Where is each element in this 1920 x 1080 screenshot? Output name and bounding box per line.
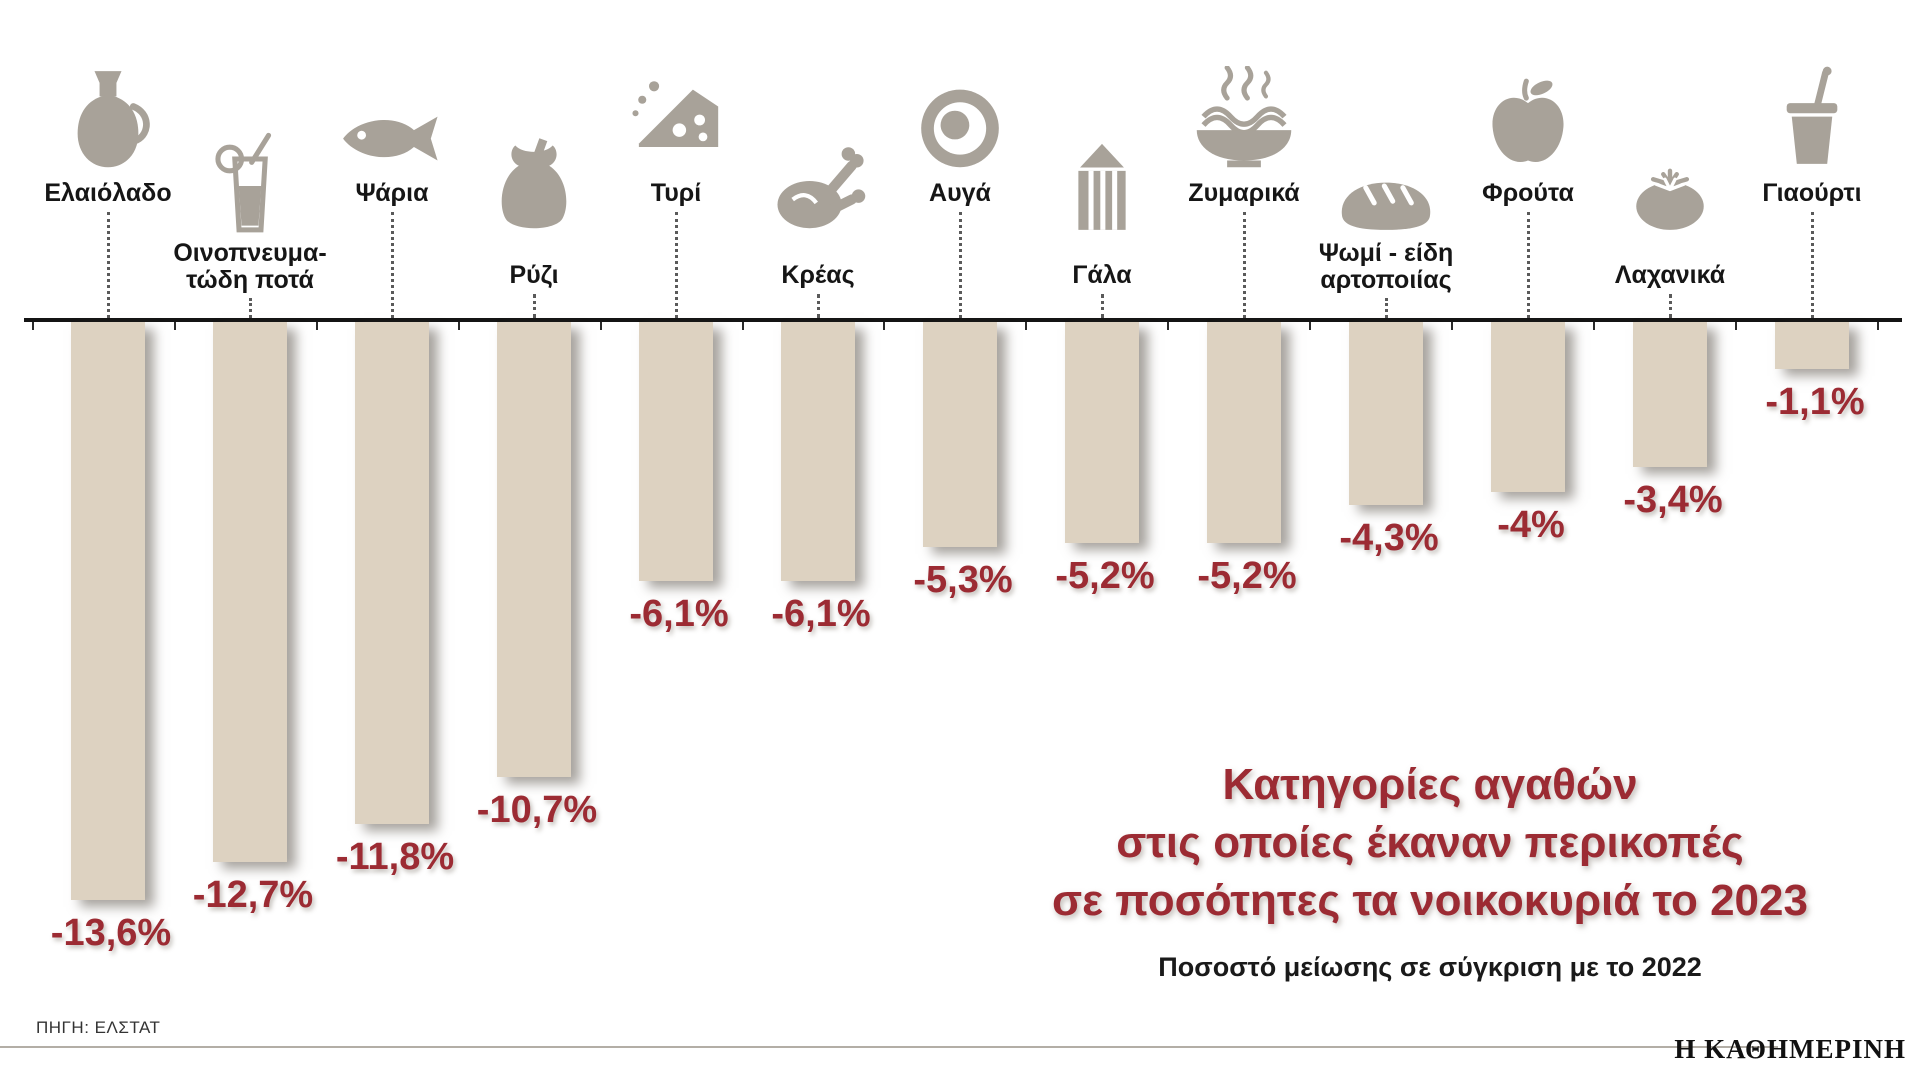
dotted-connector <box>107 212 110 318</box>
dotted-connector <box>675 212 678 318</box>
axis-tick <box>32 322 34 330</box>
dotted-connector <box>1385 298 1388 318</box>
value-label: -5,2% <box>1055 555 1155 597</box>
category-label: Οινοπνευμα-τώδη ποτά <box>173 239 327 294</box>
axis-tick <box>1592 322 1595 330</box>
category-label: Τυρί <box>650 179 702 207</box>
category-label: Ζυμαρικά <box>1188 179 1300 207</box>
bar <box>71 322 145 900</box>
fried-egg-icon <box>906 66 1014 174</box>
value-label: -10,7% <box>476 789 598 831</box>
dotted-connector <box>959 212 962 318</box>
publisher-logo: Η ΚΑΘΗΜΕΡΙΝΗ <box>1674 1034 1906 1064</box>
dotted-connector <box>533 294 536 318</box>
value-label: -12,7% <box>192 874 314 916</box>
bar <box>781 322 855 581</box>
rice-sack-icon <box>480 132 588 240</box>
axis-tick <box>741 322 744 330</box>
axis-tick <box>457 322 460 330</box>
category-label: Ελαιόλαδο <box>44 179 172 207</box>
apple-icon <box>1474 66 1582 174</box>
axis-tick <box>1167 322 1170 330</box>
dotted-connector <box>249 298 252 318</box>
category-label: Αυγά <box>929 179 991 207</box>
category-label: Φρούτα <box>1482 179 1574 207</box>
bar <box>1633 322 1707 467</box>
chart-title: Κατηγορίες αγαθών στις οποίες έκαναν περι… <box>1052 760 1808 925</box>
axis-tick <box>883 322 886 330</box>
axis-tick <box>1025 322 1028 330</box>
fish-icon <box>338 66 446 174</box>
bar <box>1349 322 1423 505</box>
footer-divider <box>0 1046 1778 1048</box>
value-label: -3,4% <box>1623 479 1723 521</box>
value-label: -5,3% <box>913 559 1013 601</box>
dotted-connector <box>817 294 820 318</box>
dotted-connector <box>1811 212 1814 318</box>
dotted-connector <box>1243 212 1246 318</box>
value-label: -6,1% <box>771 593 871 635</box>
bar <box>213 322 287 862</box>
chart-subtitle: Ποσοστό μείωσης σε σύγκριση με το 2022 <box>1158 952 1702 982</box>
dotted-connector <box>391 212 394 318</box>
bar <box>1065 322 1139 543</box>
category-label: Λαχανικά <box>1614 261 1726 289</box>
tomato-icon <box>1616 132 1724 240</box>
axis-tick <box>173 322 176 330</box>
source-label: ΠΗΓΗ: ΕΛΣΤΑΤ <box>36 1018 161 1037</box>
bar <box>639 322 713 581</box>
value-label: -11,8% <box>335 836 455 878</box>
dotted-connector <box>1101 294 1104 318</box>
dotted-connector <box>1669 294 1672 318</box>
bar <box>497 322 571 777</box>
yogurt-cup-icon <box>1758 66 1866 174</box>
axis-tick <box>1451 322 1453 330</box>
roast-chicken-icon <box>764 132 872 240</box>
value-label: -1,1% <box>1765 381 1865 423</box>
axis-tick <box>1876 322 1879 330</box>
category-label: Γάλα <box>1072 261 1132 289</box>
axis-tick <box>599 322 602 330</box>
value-label: -4,3% <box>1339 517 1439 559</box>
category-label: Ψωμί - είδη αρτοποιίας <box>1318 239 1454 294</box>
axis-tick <box>1309 322 1312 330</box>
category-label: Ψάρια <box>355 179 429 207</box>
value-label: -13,6% <box>50 912 172 954</box>
cheese-wedge-icon <box>622 66 730 174</box>
pasta-bowl-icon <box>1190 66 1298 174</box>
bar <box>1775 322 1849 369</box>
category-label: Γιαούρτι <box>1762 179 1862 207</box>
value-label: -5,2% <box>1197 555 1297 597</box>
milk-carton-icon <box>1048 132 1156 240</box>
axis-tick <box>1734 322 1737 330</box>
bread-loaf-icon <box>1332 132 1440 240</box>
bar <box>1207 322 1281 543</box>
axis-tick <box>315 322 318 330</box>
value-label: -6,1% <box>629 593 729 635</box>
category-label: Ρύζι <box>509 261 559 289</box>
bar <box>355 322 429 824</box>
dotted-connector <box>1527 212 1530 318</box>
olive-oil-jug-icon <box>54 66 162 174</box>
bar <box>923 322 997 547</box>
value-label: -4% <box>1497 504 1565 546</box>
bar <box>1491 322 1565 492</box>
category-label: Κρέας <box>781 261 855 289</box>
baseline-axis <box>24 318 1902 322</box>
drink-glass-icon <box>196 132 304 240</box>
